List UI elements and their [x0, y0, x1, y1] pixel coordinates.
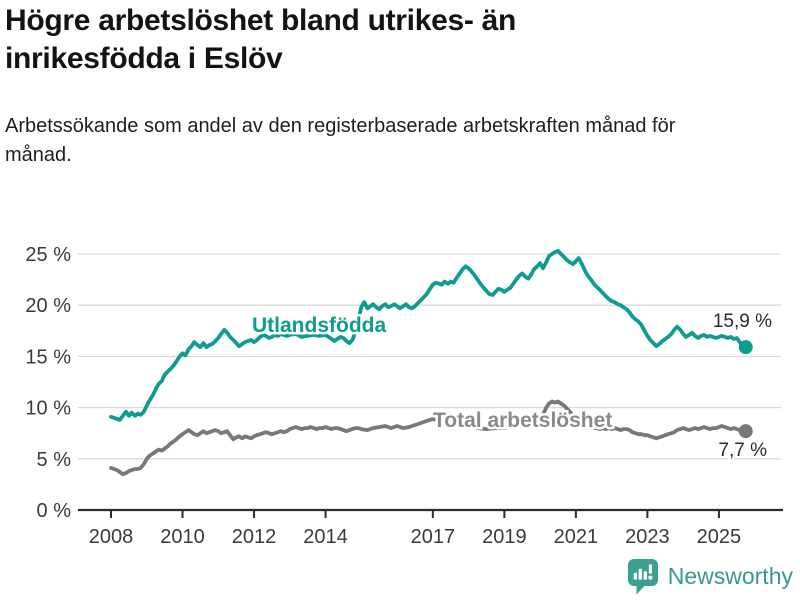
series-line-utlandsfodda [109, 248, 748, 422]
chart-subtitle: Arbetssökande som andel av den registerb… [5, 115, 676, 166]
x-tick-label: 2010 [160, 526, 205, 548]
footer-brand: Newsworthy [627, 558, 793, 595]
series-end-value: 15,9 % [713, 311, 772, 332]
x-tick-label: 2017 [411, 526, 456, 548]
x-tick-label: 2019 [482, 526, 527, 548]
x-tick-label: 2021 [554, 526, 599, 548]
series-line-total [109, 399, 748, 477]
x-tick-label: 2025 [697, 526, 742, 548]
y-tick-label: 10 % [25, 398, 71, 420]
y-tick-label: 0 % [37, 500, 72, 522]
x-tick-label: 2012 [232, 526, 277, 548]
x-tick-label: 2023 [625, 526, 670, 548]
x-tick-label: 2008 [89, 526, 134, 548]
series-label: Total arbetslöshet [433, 409, 612, 432]
series-end-dot [738, 424, 753, 439]
x-tick-label: 2014 [303, 526, 348, 548]
y-tick-label: 25 % [25, 244, 71, 266]
y-tick-label: 15 % [25, 346, 71, 368]
series-end-dot [738, 340, 753, 355]
series-label: Utlandsfödda [252, 314, 386, 337]
newsworthy-logo-icon [627, 559, 658, 595]
series-end-value: 7,7 % [718, 440, 767, 461]
y-tick-label: 20 % [25, 295, 71, 317]
chart-title: Högre arbetslöshet bland utrikes- än inr… [5, 4, 516, 76]
brand-name: Newsworthy [667, 563, 793, 589]
line-chart: 0 % 5 % 10 % 15 % 20 % 25 % 2008 2010 2012 2014 20… [25, 244, 783, 548]
y-tick-label: 5 % [37, 449, 72, 471]
